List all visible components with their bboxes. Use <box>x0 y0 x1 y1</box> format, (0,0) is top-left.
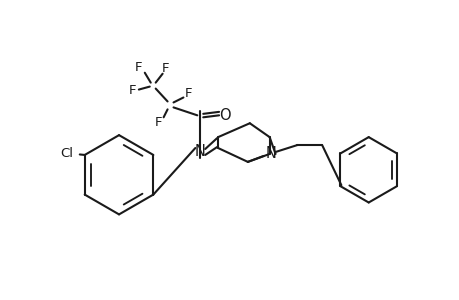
Text: F: F <box>162 62 169 75</box>
Text: N: N <box>264 146 275 161</box>
Text: O: O <box>219 108 230 123</box>
Text: Cl: Cl <box>60 148 73 160</box>
Text: F: F <box>135 61 142 74</box>
Text: F: F <box>129 84 136 97</box>
Text: F: F <box>155 116 162 129</box>
Text: F: F <box>184 87 192 100</box>
Text: N: N <box>195 145 205 160</box>
